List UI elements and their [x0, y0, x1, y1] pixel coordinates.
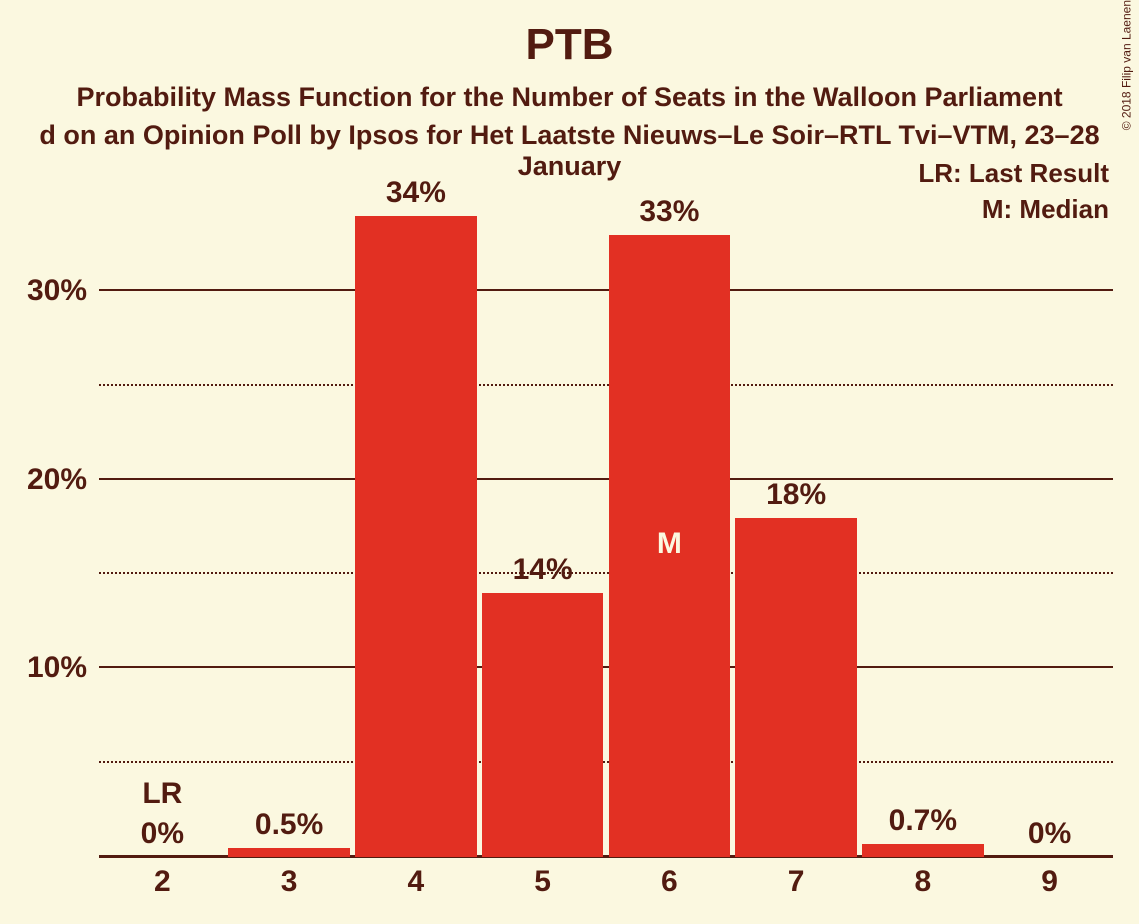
lr-label: LR	[142, 777, 182, 811]
copyright-text: © 2018 Filip van Laenen	[1119, 0, 1133, 130]
gridline-major	[99, 666, 1113, 668]
bar: 0.5%	[228, 848, 350, 857]
bar-value-label: 0%	[141, 817, 184, 851]
legend-lr: LR: Last Result	[918, 158, 1109, 189]
bar: 0.7%	[862, 844, 984, 857]
bar: 14%	[482, 593, 604, 857]
y-tick-label: 20%	[27, 463, 87, 497]
bar-value-label: 0.5%	[255, 808, 323, 842]
x-tick-label: 7	[788, 865, 805, 899]
x-tick-label: 2	[154, 865, 171, 899]
y-tick-label: 30%	[27, 274, 87, 308]
chart-title: PTB	[0, 20, 1139, 70]
gridline-minor	[99, 572, 1113, 574]
gridline-major	[99, 478, 1113, 480]
x-tick-label: 4	[408, 865, 425, 899]
bar-value-label: 0.7%	[889, 804, 957, 838]
median-label: M	[657, 527, 682, 561]
plot-area: 10%20%30%0%LR20.5%334%414%533%M618%70.7%…	[99, 197, 1113, 857]
x-tick-label: 3	[281, 865, 298, 899]
gridline-minor	[99, 384, 1113, 386]
x-tick-label: 8	[915, 865, 932, 899]
x-tick-label: 9	[1041, 865, 1058, 899]
bar: 33%M	[609, 235, 731, 857]
bar-value-label: 0%	[1028, 817, 1071, 851]
gridline-major	[99, 289, 1113, 291]
x-tick-label: 6	[661, 865, 678, 899]
gridline-minor	[99, 761, 1113, 763]
chart-container: PTB Probability Mass Function for the Nu…	[0, 0, 1139, 924]
bar-value-label: 14%	[513, 553, 573, 587]
bar: 18%	[735, 518, 857, 857]
chart-subtitle: Probability Mass Function for the Number…	[0, 82, 1139, 113]
bar: 34%	[355, 216, 477, 857]
bar-value-label: 34%	[386, 176, 446, 210]
y-tick-label: 10%	[27, 651, 87, 685]
bar-value-label: 18%	[766, 478, 826, 512]
bar-value-label: 33%	[639, 195, 699, 229]
x-tick-label: 5	[534, 865, 551, 899]
